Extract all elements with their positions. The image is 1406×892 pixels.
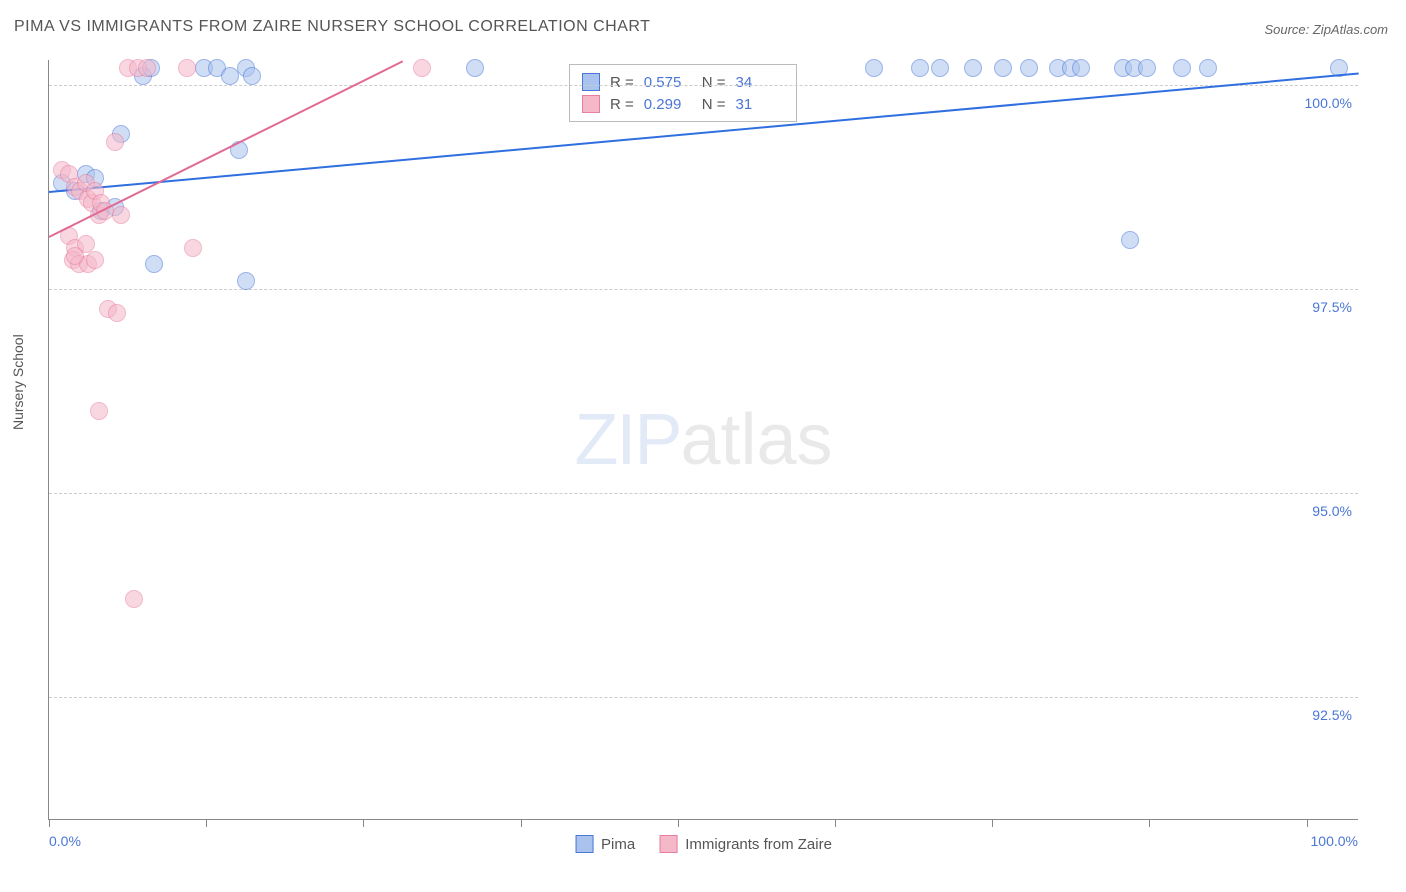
scatter-point (108, 304, 126, 322)
scatter-point (178, 59, 196, 77)
scatter-point (413, 59, 431, 77)
scatter-point (865, 59, 883, 77)
x-tick (49, 819, 50, 827)
gridline (49, 697, 1358, 698)
trendline (49, 60, 404, 237)
legend-item: Immigrants from Zaire (659, 835, 832, 853)
stats-box: R = 0.575 N = 34 R = 0.299 N = 31 (569, 64, 797, 122)
legend-label: Immigrants from Zaire (685, 836, 832, 853)
legend-swatch (582, 73, 600, 91)
chart-title: PIMA VS IMMIGRANTS FROM ZAIRE NURSERY SC… (14, 18, 650, 36)
stat-label-N: N = (702, 74, 726, 91)
scatter-point (1020, 59, 1038, 77)
watermark-bold: ZIP (574, 400, 680, 480)
legend-label: Pima (601, 836, 635, 853)
scatter-point (243, 67, 261, 85)
x-tick (835, 819, 836, 827)
x-tick-label-last: 100.0% (1311, 833, 1358, 849)
scatter-point (1173, 59, 1191, 77)
scatter-point (1199, 59, 1217, 77)
scatter-point (466, 59, 484, 77)
scatter-point (1072, 59, 1090, 77)
scatter-point (1121, 231, 1139, 249)
plot-area: ZIPatlas R =0.575N =34R =0.299N =31 Pima… (48, 60, 1358, 820)
scatter-point (237, 272, 255, 290)
stat-label-R: R = (610, 74, 634, 91)
legend-item: Pima (575, 835, 635, 853)
legend-swatch (659, 835, 677, 853)
x-tick (992, 819, 993, 827)
x-tick (521, 819, 522, 827)
watermark-light: atlas (680, 400, 832, 480)
watermark: ZIPatlas (574, 399, 832, 481)
x-tick (1149, 819, 1150, 827)
gridline (49, 493, 1358, 494)
scatter-point (86, 251, 104, 269)
stat-value-R: 0.299 (644, 96, 692, 113)
legend: Pima Immigrants from Zaire (575, 835, 832, 853)
scatter-point (106, 133, 124, 151)
stat-label-N: N = (702, 96, 726, 113)
legend-swatch (582, 95, 600, 113)
stats-row: R = 0.575 N = 34 (582, 71, 784, 93)
x-tick-label-first: 0.0% (49, 833, 81, 849)
x-tick (363, 819, 364, 827)
y-tick-label: 95.0% (1312, 503, 1352, 519)
stat-label-R: R = (610, 96, 634, 113)
scatter-point (66, 247, 84, 265)
scatter-point (994, 59, 1012, 77)
scatter-point (1138, 59, 1156, 77)
scatter-point (125, 590, 143, 608)
scatter-point (931, 59, 949, 77)
stat-value-R: 0.575 (644, 74, 692, 91)
y-tick-label: 100.0% (1305, 95, 1352, 111)
scatter-point (964, 59, 982, 77)
y-tick-label: 92.5% (1312, 707, 1352, 723)
y-axis-label: Nursery School (10, 334, 26, 430)
scatter-point (184, 239, 202, 257)
y-tick-label: 97.5% (1312, 299, 1352, 315)
stat-value-N: 31 (736, 96, 784, 113)
source-attribution: Source: ZipAtlas.com (1264, 22, 1388, 37)
scatter-point (911, 59, 929, 77)
scatter-point (112, 206, 130, 224)
legend-swatch (575, 835, 593, 853)
x-tick (678, 819, 679, 827)
stats-row: R = 0.299 N = 31 (582, 93, 784, 115)
stat-value-N: 34 (736, 74, 784, 91)
x-tick (1307, 819, 1308, 827)
scatter-point (145, 255, 163, 273)
scatter-point (138, 59, 156, 77)
x-tick (206, 819, 207, 827)
scatter-point (90, 402, 108, 420)
gridline (49, 85, 1358, 86)
